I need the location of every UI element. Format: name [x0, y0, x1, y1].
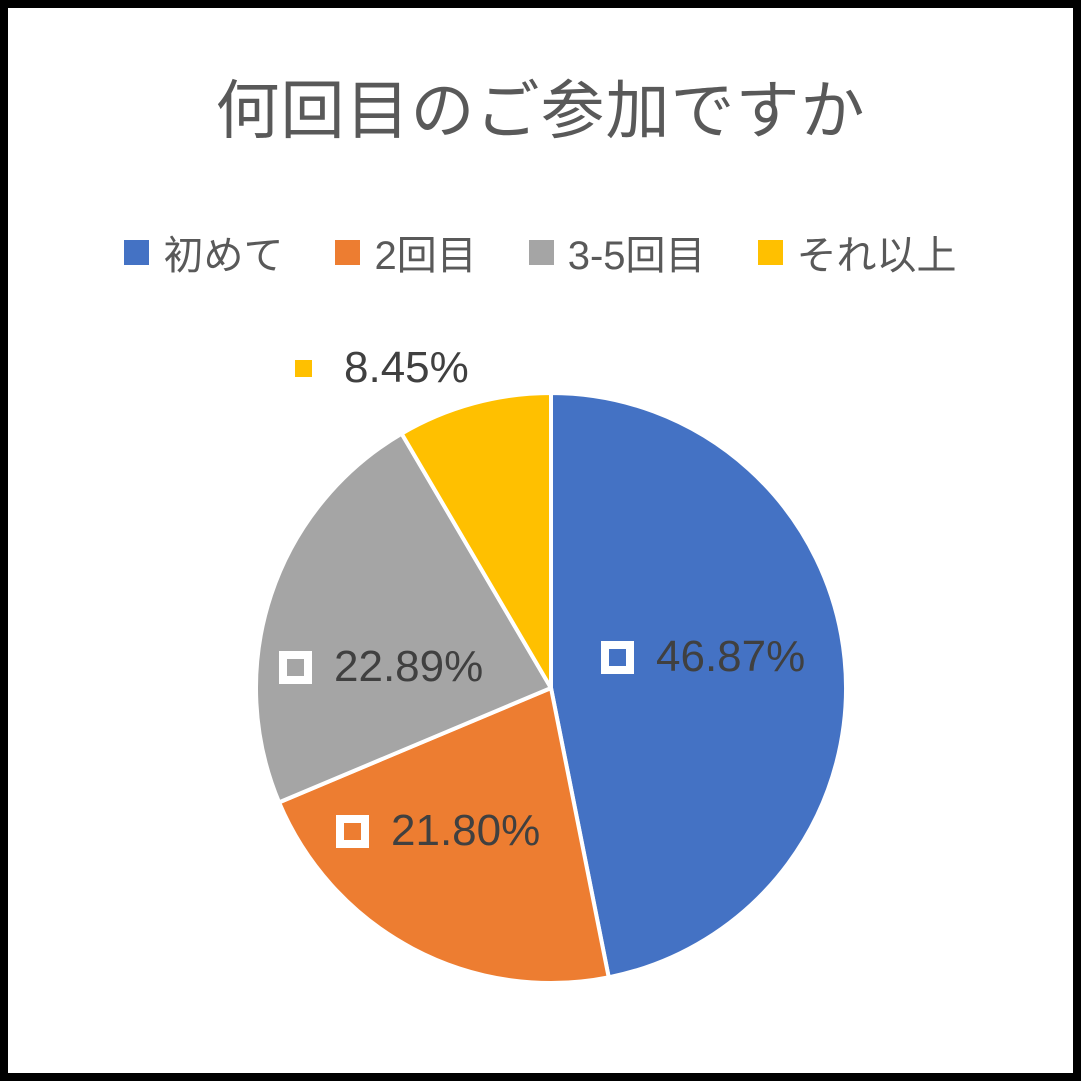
data-label-key-orange — [336, 814, 369, 848]
legend-item-second-time: 2回目 — [335, 223, 477, 281]
data-label-first-time: 46.87% — [601, 632, 805, 682]
data-label-value: 8.45% — [344, 343, 469, 392]
pie-slice-1 — [277, 686, 611, 985]
pie-chart — [254, 391, 848, 985]
data-label-key-gray — [279, 650, 312, 684]
pie-slice-0 — [549, 391, 848, 980]
legend-key-swatch-yellow — [757, 239, 783, 265]
chart-title: 何回目のご参加ですか — [215, 75, 866, 147]
legend-label: それ以上 — [796, 234, 957, 278]
legend-item-more: それ以上 — [757, 223, 957, 281]
legend-label: 初めて — [163, 234, 284, 278]
legend-item-first-time: 初めて — [124, 223, 283, 281]
data-label-value: 46.87% — [656, 632, 806, 681]
pie-slice-2 — [254, 431, 553, 805]
pie-slice-3 — [399, 391, 553, 690]
legend: 初めて 2回目 3-5回目 それ以上 — [8, 223, 1073, 281]
data-label-key-yellow — [287, 351, 320, 385]
data-label-key-blue — [601, 640, 634, 674]
legend-key-swatch-blue — [124, 239, 150, 265]
legend-item-three-to-five: 3-5回目 — [528, 223, 706, 281]
data-label-three-to-five: 22.89% — [279, 642, 483, 692]
legend-key-swatch-gray — [528, 239, 554, 265]
legend-label: 3-5回目 — [567, 234, 706, 278]
data-label-value: 22.89% — [334, 642, 484, 691]
data-label-more: 8.45% — [287, 343, 469, 393]
legend-label: 2回目 — [374, 234, 477, 278]
legend-key-swatch-orange — [335, 239, 361, 265]
data-label-value: 21.80% — [391, 806, 541, 855]
data-label-second-time: 21.80% — [336, 806, 540, 856]
